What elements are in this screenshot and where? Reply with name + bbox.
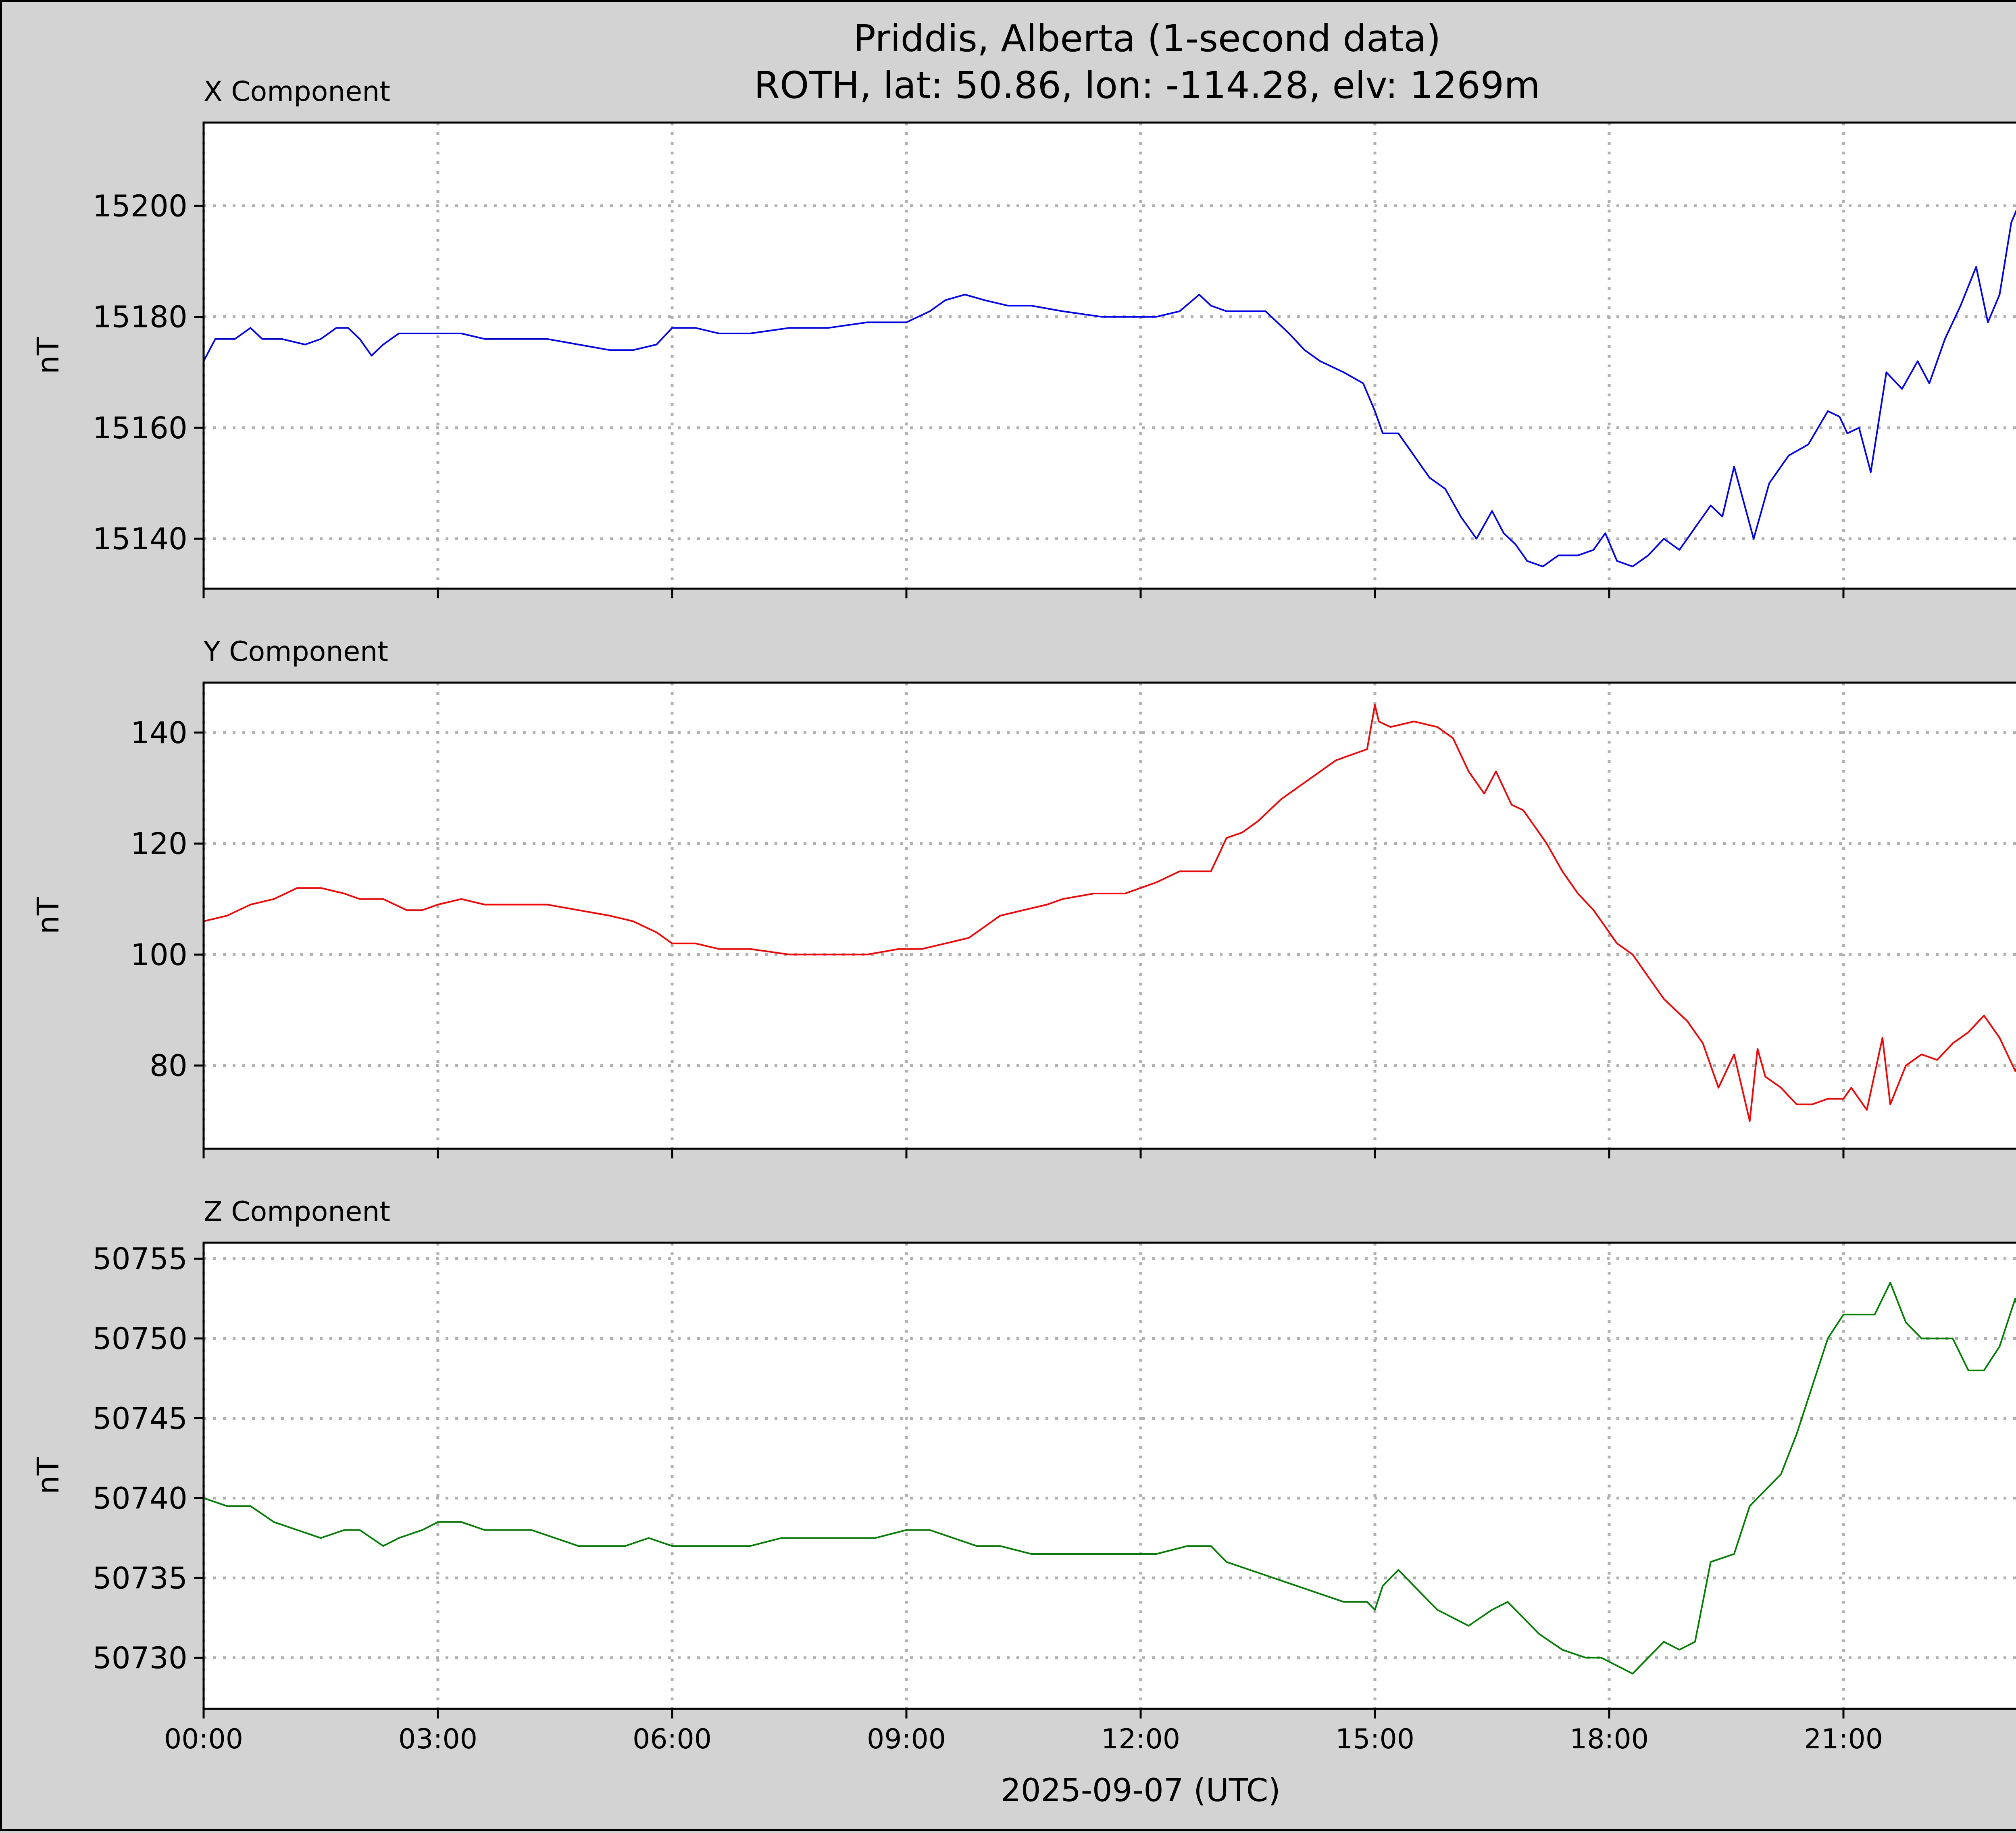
x-tick-label: 18:00 — [1570, 1723, 1649, 1755]
y-tick-label: 15140 — [93, 522, 187, 556]
panels-group: 15140 15160 15180 15200 X Component nT 80 100 12… — [31, 76, 2016, 1755]
plot-frame — [202, 121, 2016, 590]
y-tick-label: 15180 — [93, 300, 187, 335]
y-axis-label: nT — [31, 337, 66, 374]
panel-2: 80 100 120 140 Y Component nT — [31, 636, 2016, 1158]
y-tick-label: 50755 — [93, 1242, 187, 1277]
x-tick-label: 03:00 — [398, 1723, 477, 1755]
y-tick-label: 80 — [150, 1049, 187, 1083]
y-tick-label: 50745 — [93, 1401, 187, 1436]
y-tick-label: 100 — [131, 937, 187, 972]
y-axis-label: nT — [31, 897, 66, 934]
x-tick-label: 00:00 — [164, 1723, 243, 1755]
panel-3: 00:00 03:00 06:00 09:00 12:00 15:00 18:00 21:00… — [31, 1196, 2016, 1755]
y-tick-label: 140 — [131, 716, 187, 750]
figure-title-line1: Priddis, Alberta (1-second data) — [853, 17, 1441, 60]
series-line — [203, 1282, 2016, 1675]
y-tick-label: 50750 — [93, 1322, 187, 1356]
series-line — [203, 209, 2016, 567]
x-tick-label: 12:00 — [1101, 1723, 1180, 1755]
y-tick-label: 15160 — [93, 411, 187, 446]
y-tick-label: 50735 — [93, 1561, 187, 1596]
plot-area — [204, 683, 2016, 1149]
y-tick-label: 50730 — [93, 1641, 187, 1675]
plot-frame — [202, 681, 2016, 1150]
series-line — [203, 704, 2016, 1122]
y-tick-label: 120 — [131, 827, 187, 861]
plot-frame — [202, 1241, 2016, 1710]
x-axis-label: 2025-09-07 (UTC) — [1001, 1773, 1281, 1809]
y-tick-label: 15200 — [93, 189, 187, 223]
panel-title: Y Component — [203, 636, 388, 668]
x-tick-label: 21:00 — [1804, 1723, 1883, 1755]
y-axis-label: nT — [31, 1457, 66, 1494]
x-tick-label: 06:00 — [633, 1723, 712, 1755]
panel-title: X Component — [204, 76, 390, 108]
x-tick-label: 09:00 — [867, 1723, 946, 1755]
y-tick-label: 50740 — [93, 1481, 187, 1516]
plot-area — [204, 123, 2016, 589]
plot-area — [204, 1243, 2016, 1709]
x-tick-label: 15:00 — [1335, 1723, 1414, 1755]
figure-title-line2: ROTH, lat: 50.86, lon: -114.28, elv: 126… — [754, 64, 1540, 107]
panel-title: Z Component — [204, 1196, 390, 1228]
panel-1: 15140 15160 15180 15200 X Component nT — [31, 76, 2016, 598]
